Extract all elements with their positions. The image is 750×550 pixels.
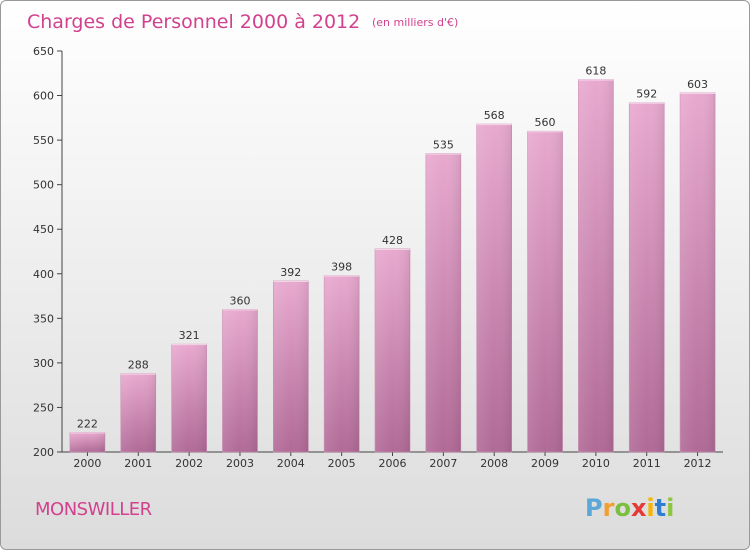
y-tick-label: 400 bbox=[33, 268, 54, 281]
bar-shade bbox=[476, 124, 512, 453]
y-tick-label: 200 bbox=[33, 446, 54, 459]
bar-shade bbox=[222, 309, 258, 452]
logo-letter: i bbox=[666, 494, 674, 522]
bar-value-label: 603 bbox=[687, 78, 708, 91]
value-labels: 222 288 321 360 392 398 428 535 568 560 618 592 603 bbox=[77, 65, 708, 431]
x-tick-label: 2009 bbox=[531, 457, 559, 470]
x-tick-label: 2003 bbox=[226, 457, 254, 470]
commune-name: MONSWILLER bbox=[35, 499, 152, 520]
bar-value-label: 568 bbox=[484, 109, 505, 122]
bar-value-label: 592 bbox=[636, 88, 657, 101]
bar-shade bbox=[680, 92, 716, 452]
bar-value-label: 288 bbox=[128, 359, 149, 372]
bar-value-label: 360 bbox=[229, 294, 250, 307]
x-tick-label: 2011 bbox=[633, 457, 661, 470]
y-tick-label: 450 bbox=[33, 223, 54, 236]
chart-title: Charges de Personnel 2000 à 2012 bbox=[27, 11, 360, 33]
bar-shade bbox=[527, 131, 563, 452]
x-tick-label: 2010 bbox=[582, 457, 610, 470]
chart-subtitle: (en milliers d'€) bbox=[372, 16, 458, 29]
bar-value-label: 321 bbox=[179, 329, 200, 342]
logo-letter: x bbox=[631, 494, 647, 522]
logo-letter: r bbox=[603, 494, 615, 522]
logo-letter: i bbox=[646, 494, 654, 522]
x-tick-label: 2006 bbox=[379, 457, 407, 470]
x-tick-label: 2012 bbox=[684, 457, 712, 470]
bar-shade bbox=[375, 248, 410, 452]
bar-value-label: 535 bbox=[433, 138, 454, 151]
bar-value-label: 560 bbox=[535, 116, 556, 129]
x-tick-label: 2008 bbox=[480, 457, 508, 470]
y-tick-label: 300 bbox=[33, 357, 54, 370]
x-tick-label: 2005 bbox=[328, 457, 356, 470]
bar-value-label: 222 bbox=[77, 417, 98, 430]
bar-value-label: 618 bbox=[585, 65, 606, 78]
bar-value-label: 398 bbox=[331, 261, 352, 274]
bars bbox=[69, 79, 716, 453]
x-tick-label: 2000 bbox=[73, 457, 101, 470]
x-tick-label: 2002 bbox=[175, 457, 203, 470]
bar-shade bbox=[171, 344, 207, 452]
y-tick-label: 350 bbox=[33, 312, 54, 325]
logo-letter: t bbox=[655, 494, 666, 522]
bar-shade bbox=[69, 432, 105, 452]
y-tick-label: 250 bbox=[33, 401, 54, 414]
bar-value-label: 392 bbox=[280, 266, 301, 279]
bar-shade bbox=[425, 153, 461, 452]
proxiti-logo: Proxiti bbox=[585, 494, 674, 522]
y-tick-label: 650 bbox=[33, 45, 54, 58]
y-tick-label: 600 bbox=[33, 90, 54, 103]
x-tick-label: 2001 bbox=[124, 457, 152, 470]
bar-shade bbox=[120, 373, 156, 452]
bar-shade bbox=[629, 102, 665, 452]
x-tick-label: 2007 bbox=[429, 457, 457, 470]
y-tick-label: 500 bbox=[33, 179, 54, 192]
axes: 200 250 300 350 400 450 500 550 600 650 2000 2001 20… bbox=[33, 45, 723, 470]
y-tick-label: 550 bbox=[33, 134, 54, 147]
logo-letter: o bbox=[614, 494, 631, 522]
bar-shade bbox=[578, 79, 614, 452]
x-tick-label: 2004 bbox=[277, 457, 305, 470]
logo-letter: P bbox=[585, 494, 603, 522]
bar-shade bbox=[324, 275, 360, 452]
bar-shade bbox=[273, 280, 309, 452]
bar-value-label: 428 bbox=[382, 234, 403, 247]
